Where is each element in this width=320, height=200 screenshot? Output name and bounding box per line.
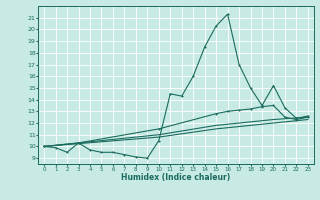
- X-axis label: Humidex (Indice chaleur): Humidex (Indice chaleur): [121, 173, 231, 182]
